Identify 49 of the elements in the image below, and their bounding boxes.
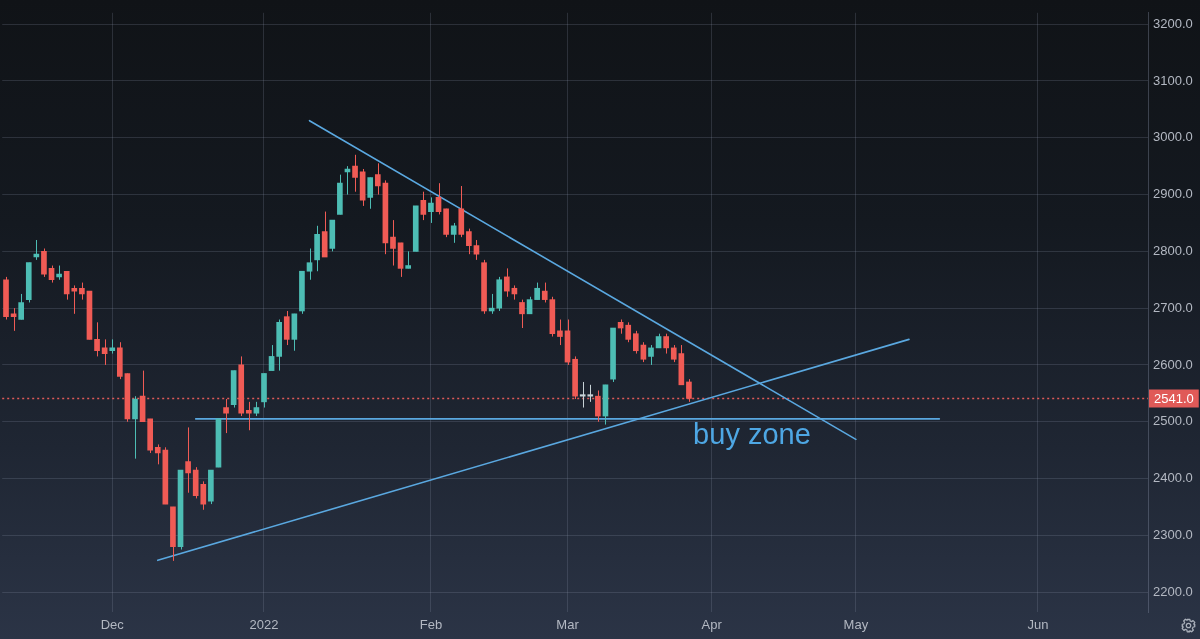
annotation: buy zone [693,417,811,450]
x-tick-label: Jun [1027,617,1049,633]
y-tick-label: 2600.0 [1153,356,1193,372]
candlestick [557,319,563,346]
candlestick [154,443,161,465]
candlestick [503,267,510,298]
candlestick [306,248,313,281]
x-tick-label: Feb [419,617,443,633]
candlestick [390,219,396,267]
y-tick-label: 2300.0 [1153,526,1193,542]
candlestick [519,299,525,329]
candlestick [541,282,548,303]
x-tick-label: Dec [100,617,125,633]
candlestick [648,344,654,366]
candlestick [686,378,692,403]
candlestick [185,426,191,494]
candlestick [132,395,138,460]
candlestick [10,307,17,332]
y-tick-label: 3200.0 [1153,15,1193,31]
candlestick [18,293,25,320]
candlestick [374,162,381,196]
candlestick [223,398,229,434]
candlestick [41,248,47,278]
candlestick [466,228,472,255]
y-tick-label: 3100.0 [1153,72,1193,88]
ref-line-label: 2541.0 [1154,390,1194,406]
candlestick [245,401,252,431]
y-tick-label: 2200.0 [1153,583,1193,599]
candlestick [428,196,434,224]
y-tick-label: 2900.0 [1153,186,1193,202]
candlestick [94,321,100,357]
candlestick [473,239,480,261]
candlestick [632,330,639,355]
y-tick-label: 3000.0 [1153,129,1193,145]
candlestick [595,390,601,423]
candlestick [283,310,290,346]
candlestick [450,222,457,244]
x-tick-label: Apr [701,617,723,633]
candlestick [625,321,632,343]
x-tick-label: Mar [556,617,580,633]
x-tick-label: May [843,617,869,633]
y-tick-label: 2500.0 [1153,413,1193,429]
y-tick-label: 2400.0 [1153,470,1193,486]
x-tick-label: 2022 [249,617,279,633]
candlestick [352,154,358,193]
candlestick [663,333,669,355]
y-tick-label: 2800.0 [1153,242,1193,258]
candlestick [367,177,374,210]
y-tick-label: 2700.0 [1153,299,1193,315]
